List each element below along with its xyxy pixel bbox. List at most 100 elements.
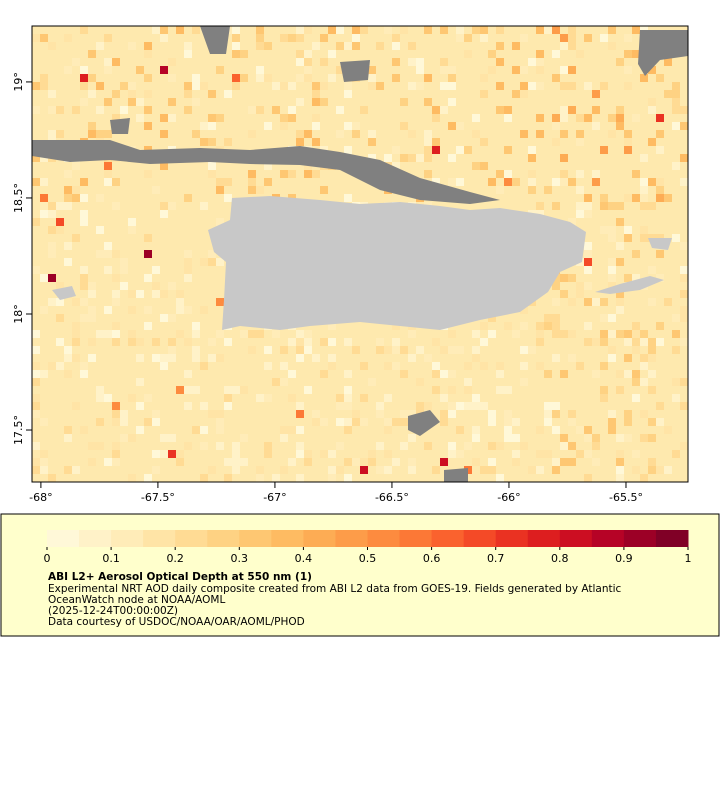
field-pixel	[216, 66, 224, 74]
field-pixel	[40, 274, 48, 282]
field-pixel	[512, 450, 520, 458]
field-pixel	[184, 250, 192, 258]
field-pixel	[320, 58, 328, 66]
field-pixel	[552, 330, 560, 338]
field-pixel	[440, 346, 448, 354]
field-pixel	[600, 82, 608, 90]
field-pixel	[592, 338, 600, 346]
field-pixel	[496, 26, 504, 34]
field-pixel	[192, 346, 200, 354]
field-pixel	[368, 74, 376, 82]
field-pixel	[624, 66, 632, 74]
field-pixel	[560, 66, 568, 74]
field-pixel	[144, 306, 152, 314]
field-pixel	[496, 106, 504, 114]
field-pixel	[616, 450, 624, 458]
land	[52, 196, 672, 330]
field-pixel	[560, 82, 568, 90]
field-pixel	[368, 66, 376, 74]
field-pixel	[552, 354, 560, 362]
field-pixel	[624, 226, 632, 234]
field-pixel	[648, 338, 656, 346]
field-pixel	[608, 282, 616, 290]
field-pixel	[440, 66, 448, 74]
field-pixel	[32, 378, 40, 386]
field-pixel	[472, 394, 480, 402]
field-pixel	[272, 474, 280, 482]
field-pixel	[328, 74, 336, 82]
field-pixel	[88, 338, 96, 346]
field-pixel	[232, 74, 240, 82]
field-pixel	[424, 98, 432, 106]
field-pixel	[32, 266, 40, 274]
field-pixel	[624, 370, 632, 378]
field-pixel	[296, 138, 304, 146]
field-pixel	[584, 450, 592, 458]
field-pixel	[400, 346, 408, 354]
field-pixel	[680, 442, 688, 450]
field-pixel	[472, 434, 480, 442]
field-pixel	[216, 298, 224, 306]
field-pixel	[288, 394, 296, 402]
field-pixel	[640, 202, 648, 210]
field-pixel	[32, 178, 40, 186]
field-pixel	[200, 442, 208, 450]
field-pixel	[216, 114, 224, 122]
field-pixel	[312, 122, 320, 130]
field-pixel	[224, 474, 232, 482]
field-pixel	[504, 434, 512, 442]
field-pixel	[472, 114, 480, 122]
field-pixel	[456, 146, 464, 154]
field-pixel	[160, 202, 168, 210]
field-pixel	[56, 362, 64, 370]
field-pixel	[104, 170, 112, 178]
field-pixel	[464, 386, 472, 394]
field-pixel	[480, 402, 488, 410]
field-pixel	[64, 258, 72, 266]
field-pixel	[624, 146, 632, 154]
field-pixel	[536, 26, 544, 34]
field-pixel	[576, 170, 584, 178]
field-pixel	[416, 402, 424, 410]
field-pixel	[312, 138, 320, 146]
field-pixel	[520, 322, 528, 330]
field-pixel	[400, 442, 408, 450]
field-pixel	[624, 338, 632, 346]
field-pixel	[120, 282, 128, 290]
field-pixel	[648, 346, 656, 354]
field-pixel	[440, 58, 448, 66]
y-tick-label: 18.5°	[12, 183, 25, 213]
field-pixel	[408, 42, 416, 50]
field-pixel	[624, 410, 632, 418]
field-pixel	[432, 146, 440, 154]
field-pixel	[528, 154, 536, 162]
field-pixel	[192, 98, 200, 106]
field-pixel	[600, 298, 608, 306]
field-pixel	[424, 402, 432, 410]
field-pixel	[432, 386, 440, 394]
field-pixel	[232, 466, 240, 474]
field-pixel	[128, 42, 136, 50]
field-pixel	[608, 354, 616, 362]
field-pixel	[488, 314, 496, 322]
field-pixel	[576, 114, 584, 122]
field-pixel	[448, 66, 456, 74]
colorbar-segment	[399, 530, 433, 547]
field-pixel	[544, 410, 552, 418]
field-pixel	[416, 346, 424, 354]
field-pixel	[128, 330, 136, 338]
field-pixel	[448, 154, 456, 162]
field-pixel	[80, 426, 88, 434]
field-pixel	[152, 410, 160, 418]
field-pixel	[328, 362, 336, 370]
field-pixel	[552, 410, 560, 418]
field-pixel	[584, 242, 592, 250]
field-pixel	[72, 162, 80, 170]
field-pixel	[168, 346, 176, 354]
colorbar-segment	[111, 530, 144, 547]
field-pixel	[672, 90, 680, 98]
field-pixel	[664, 194, 672, 202]
field-pixel	[544, 402, 552, 410]
legend-line: OceanWatch node at NOAA/AOML	[48, 594, 225, 606]
field-pixel	[648, 66, 656, 74]
